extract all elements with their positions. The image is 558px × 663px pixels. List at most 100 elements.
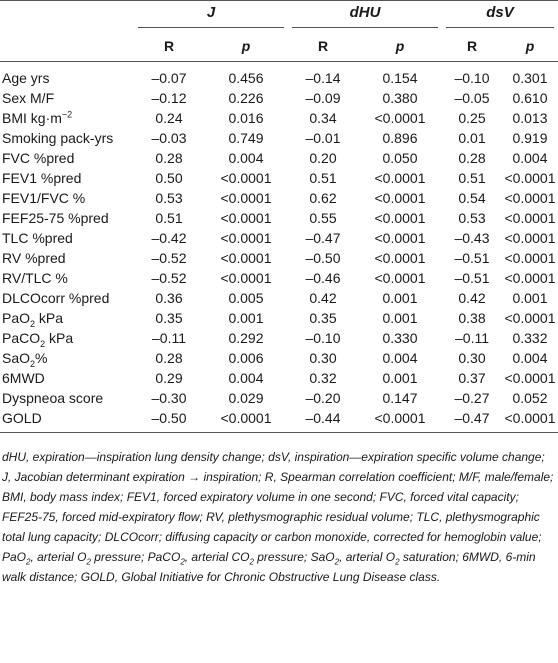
- p-value-cell: 0.029: [228, 390, 264, 406]
- r-value-cell: 0.20: [309, 150, 337, 166]
- row-label: TLC %pred: [2, 230, 73, 246]
- table-row: BMI kg·m−2 0.24 0.016 0.34 <0.0001 0.25 0.013: [0, 108, 558, 128]
- p-value-cell: 0.749: [228, 130, 264, 146]
- r-value-cell: –0.14: [305, 70, 341, 86]
- sub-header-p: p: [358, 31, 442, 62]
- table-row: FEF25-75 %pred 0.51 <0.0001 0.55 <0.0001 0.53…: [0, 208, 558, 228]
- row-label: Smoking pack-yrs: [2, 130, 114, 146]
- p-value-cell: 0.004: [512, 350, 548, 366]
- row-label: PaCO2 kPa: [2, 330, 74, 349]
- row-label: Dyspneoa score: [2, 390, 104, 406]
- p-value-cell: <0.0001: [504, 310, 556, 326]
- r-value-cell: –0.11: [152, 330, 186, 346]
- r-value-cell: –0.05: [454, 90, 490, 106]
- r-value-cell: 0.51: [458, 170, 486, 186]
- r-value-cell: –0.50: [134, 408, 204, 433]
- sub-header-r: R: [442, 31, 502, 62]
- r-value-cell: –0.43: [454, 230, 490, 246]
- r-value-cell: 0.35: [309, 310, 337, 326]
- table-row: RV/TLC % –0.52 <0.0001 –0.46 <0.0001 –0.51 <0.…: [0, 268, 558, 288]
- group-label-j: J: [138, 4, 284, 28]
- r-value-cell: –0.52: [151, 270, 187, 286]
- r-value-cell: 0.32: [309, 370, 337, 386]
- table-footnote: dHU, expiration—inspiration lung density…: [2, 450, 554, 584]
- r-value-cell: –0.07: [151, 70, 187, 86]
- r-value-cell: 0.28: [155, 150, 183, 166]
- r-value-cell: 0.28: [458, 150, 486, 166]
- table-row: PaCO2 kPa –0.11 0.292 –0.10 0.330 –0.11 0.332: [0, 328, 558, 348]
- r-value-cell: 0.24: [155, 110, 183, 126]
- p-value-cell: <0.0001: [358, 408, 442, 433]
- p-value-cell: 0.006: [228, 350, 264, 366]
- p-value-cell: <0.0001: [374, 270, 426, 286]
- r-value-cell: –0.47: [442, 408, 502, 433]
- p-value-cell: <0.0001: [374, 190, 426, 206]
- sub-header-p: p: [204, 31, 288, 62]
- r-value-cell: 0.53: [155, 190, 183, 206]
- r-value-cell: –0.50: [305, 250, 341, 266]
- p-value-cell: 0.456: [228, 70, 264, 86]
- p-value-cell: 0.332: [512, 330, 548, 346]
- p-value-cell: 0.001: [228, 310, 264, 326]
- p-value-cell: 0.292: [228, 330, 264, 346]
- r-value-cell: –0.11: [455, 330, 489, 346]
- sub-header-row: R p R p R p: [0, 31, 558, 62]
- group-header-j: J: [134, 1, 288, 31]
- p-value-cell: 0.147: [382, 390, 418, 406]
- p-value-cell: <0.0001: [220, 250, 272, 266]
- r-value-cell: –0.51: [454, 250, 490, 266]
- p-value-cell: <0.0001: [504, 170, 556, 186]
- r-value-cell: –0.44: [288, 408, 358, 433]
- p-value-cell: 0.226: [228, 90, 264, 106]
- p-value-cell: 0.154: [382, 70, 418, 86]
- variable-column-header: [0, 1, 134, 31]
- row-label: PaO2 kPa: [2, 310, 64, 329]
- r-value-cell: –0.03: [151, 130, 187, 146]
- table-header: J dHU dsV R p R p R p: [0, 0, 558, 62]
- r-value-cell: –0.52: [151, 250, 187, 266]
- r-value-cell: –0.10: [454, 70, 490, 86]
- r-value-cell: 0.28: [155, 350, 183, 366]
- r-value-cell: 0.01: [458, 130, 486, 146]
- table-body: Age yrs –0.07 0.456 –0.14 0.154 –0.10 0.301 Sex…: [0, 62, 558, 433]
- p-value-cell: <0.0001: [220, 190, 272, 206]
- r-value-cell: 0.35: [155, 310, 183, 326]
- p-value-cell: 0.896: [382, 130, 418, 146]
- r-value-cell: 0.29: [155, 370, 183, 386]
- r-value-cell: 0.51: [155, 210, 183, 226]
- table-row: RV %pred –0.52 <0.0001 –0.50 <0.0001 –0.51 <0.…: [0, 248, 558, 268]
- sub-header-p: p: [502, 31, 558, 62]
- group-label-dsv: dsV: [446, 4, 554, 28]
- row-label: Sex M/F: [2, 90, 55, 106]
- group-header-row: J dHU dsV: [0, 1, 558, 31]
- p-value-cell: <0.0001: [374, 230, 426, 246]
- p-value-cell: 0.016: [228, 110, 264, 126]
- p-value-cell: <0.0001: [504, 230, 556, 246]
- r-value-cell: –0.12: [151, 90, 187, 106]
- r-value-cell: –0.30: [151, 390, 187, 406]
- p-value-cell: 0.004: [228, 150, 264, 166]
- p-value-cell: <0.0001: [504, 190, 556, 206]
- r-value-cell: –0.10: [305, 330, 341, 346]
- sub-header-blank: [0, 31, 134, 62]
- sub-header-r: R: [134, 31, 204, 62]
- row-label: FVC %pred: [2, 150, 75, 166]
- p-value-cell: <0.0001: [504, 270, 556, 286]
- r-value-cell: 0.34: [309, 110, 337, 126]
- p-value-cell: <0.0001: [374, 250, 426, 266]
- p-value-cell: 0.004: [512, 150, 548, 166]
- r-value-cell: –0.01: [305, 130, 341, 146]
- p-value-cell: <0.0001: [502, 408, 558, 433]
- p-value-cell: 0.301: [512, 70, 548, 86]
- table-row: Sex M/F –0.12 0.226 –0.09 0.380 –0.05 0.610: [0, 88, 558, 108]
- r-value-cell: –0.09: [305, 90, 341, 106]
- r-value-cell: 0.30: [458, 350, 486, 366]
- p-value-cell: 0.001: [382, 290, 418, 306]
- r-value-cell: –0.20: [305, 390, 341, 406]
- p-value-cell: <0.0001: [220, 230, 272, 246]
- r-value-cell: 0.51: [309, 170, 337, 186]
- r-value-cell: 0.55: [309, 210, 337, 226]
- p-value-cell: 0.050: [382, 150, 418, 166]
- p-value-cell: 0.610: [512, 90, 548, 106]
- p-value-cell: <0.0001: [374, 170, 426, 186]
